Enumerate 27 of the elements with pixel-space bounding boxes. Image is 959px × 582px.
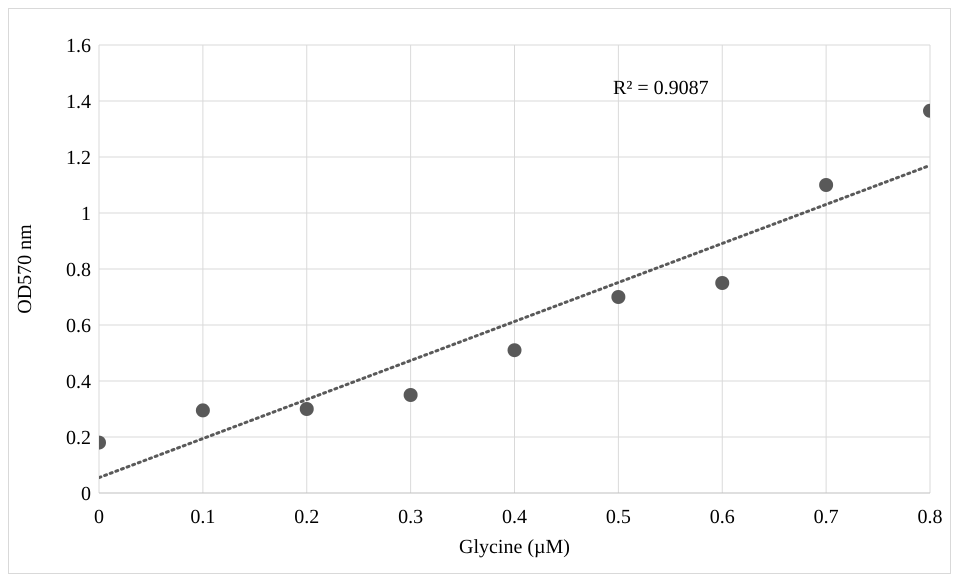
y-tick-label: 0.2: [66, 427, 91, 450]
y-tick-label: 0: [81, 483, 91, 506]
point: [819, 178, 834, 192]
x-tick-label: 0.1: [190, 506, 216, 528]
y-tick-label: 1: [81, 203, 91, 226]
point: [196, 403, 210, 418]
y-tick-label: 1.4: [66, 91, 91, 114]
point: [404, 388, 418, 402]
x-tick-label: 0.3: [398, 506, 424, 528]
y-tick-label: 0.4: [66, 371, 91, 394]
point: [715, 276, 730, 290]
point: [300, 402, 314, 416]
point: [611, 290, 626, 304]
y-tick-label: 0.8: [66, 259, 91, 282]
point: [508, 343, 522, 358]
x-tick-label: 0.2: [294, 506, 320, 528]
x-axis-title: Glycine (µM): [459, 536, 570, 558]
y-tick-label: 1.2: [66, 147, 91, 170]
y-tick-label: 1.6: [66, 35, 91, 58]
x-tick-label: 0.4: [502, 506, 527, 528]
y-axis-title: OD570 nm: [14, 224, 36, 314]
y-tick-label: 0.6: [66, 315, 91, 338]
annotation: R² = 0.9087: [613, 77, 709, 100]
x-tick-label: 0.7: [814, 506, 839, 528]
x-tick-label: 0.8: [918, 506, 942, 528]
x-tick-label: 0.6: [710, 506, 735, 528]
x-tick-label: 0.5: [606, 506, 631, 528]
